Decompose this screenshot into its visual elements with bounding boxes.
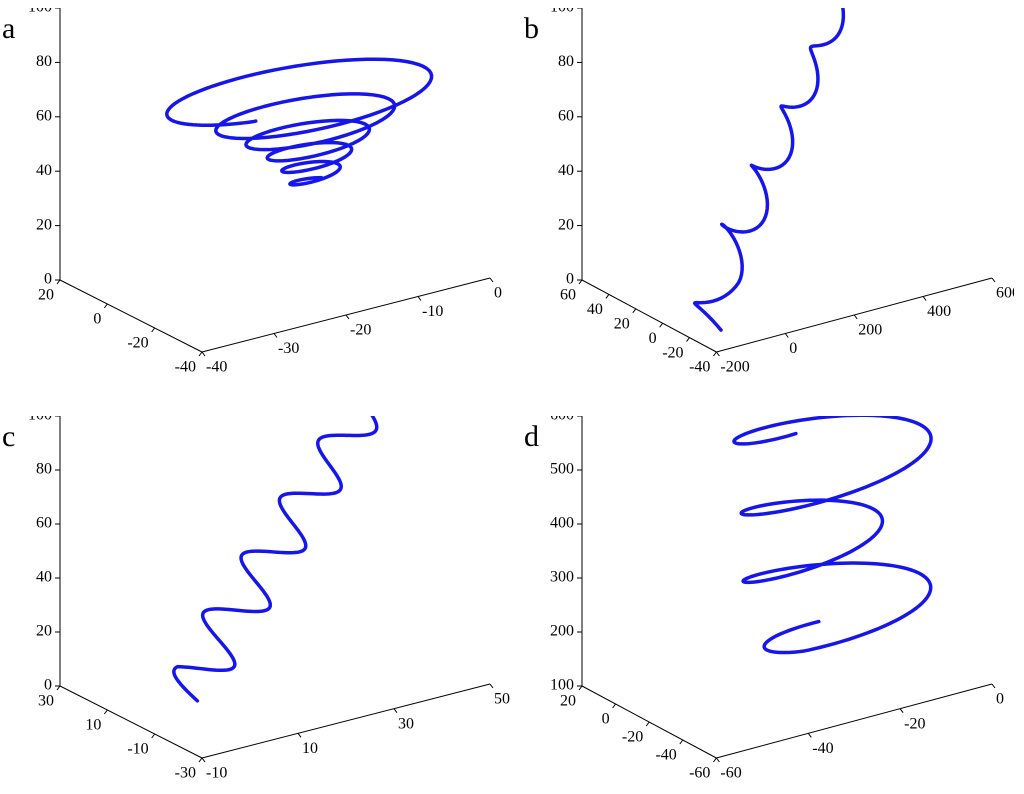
svg-text:200: 200 xyxy=(858,322,882,339)
svg-text:0: 0 xyxy=(93,311,101,328)
svg-text:40: 40 xyxy=(36,162,52,179)
svg-text:0: 0 xyxy=(996,691,1004,708)
svg-text:20: 20 xyxy=(36,216,52,233)
svg-text:100: 100 xyxy=(550,677,574,694)
svg-text:20: 20 xyxy=(614,315,630,332)
svg-text:-40: -40 xyxy=(655,747,676,764)
svg-text:80: 80 xyxy=(558,53,574,70)
svg-text:0: 0 xyxy=(44,271,52,288)
svg-text:400: 400 xyxy=(927,303,951,320)
svg-text:0: 0 xyxy=(44,677,52,694)
svg-text:60: 60 xyxy=(558,107,574,124)
svg-text:-40: -40 xyxy=(206,359,227,376)
svg-text:60: 60 xyxy=(560,287,576,304)
svg-text:-20: -20 xyxy=(350,322,371,339)
svg-text:500: 500 xyxy=(550,461,574,478)
svg-text:-200: -200 xyxy=(720,359,749,376)
svg-text:40: 40 xyxy=(587,301,603,318)
svg-text:-60: -60 xyxy=(689,765,710,782)
svg-text:80: 80 xyxy=(36,53,52,70)
svg-text:-20: -20 xyxy=(662,344,683,361)
svg-text:-20: -20 xyxy=(622,729,643,746)
svg-text:40: 40 xyxy=(36,569,52,586)
svg-text:30: 30 xyxy=(38,693,54,710)
svg-text:-10: -10 xyxy=(127,741,148,758)
panel-a: 020406080100-40-20020-40-30-20-100 xyxy=(12,8,512,388)
svg-text:20: 20 xyxy=(36,623,52,640)
svg-text:600: 600 xyxy=(996,285,1014,302)
svg-text:-30: -30 xyxy=(175,765,196,782)
svg-text:0: 0 xyxy=(602,711,610,728)
svg-text:0: 0 xyxy=(494,285,502,302)
panel-b: 020406080100-40-200204060-2000200400600 xyxy=(534,8,1014,388)
svg-text:40: 40 xyxy=(558,162,574,179)
figure-root: a b c d 020406080100-40-20020-40-30-20-1… xyxy=(0,0,1024,794)
svg-text:-60: -60 xyxy=(720,765,741,782)
svg-text:400: 400 xyxy=(550,515,574,532)
svg-text:80: 80 xyxy=(36,461,52,478)
svg-text:600: 600 xyxy=(550,416,574,424)
svg-text:200: 200 xyxy=(550,623,574,640)
svg-text:-40: -40 xyxy=(812,740,833,757)
svg-text:-30: -30 xyxy=(278,340,299,357)
svg-text:0: 0 xyxy=(566,271,574,288)
svg-text:0: 0 xyxy=(789,340,797,357)
svg-text:20: 20 xyxy=(560,693,576,710)
svg-text:60: 60 xyxy=(36,515,52,532)
svg-text:30: 30 xyxy=(398,715,414,732)
svg-text:50: 50 xyxy=(494,691,510,708)
svg-text:10: 10 xyxy=(302,740,318,757)
svg-text:-20: -20 xyxy=(127,335,148,352)
svg-text:-40: -40 xyxy=(175,359,196,376)
svg-text:-10: -10 xyxy=(206,765,227,782)
svg-text:100: 100 xyxy=(28,416,52,424)
svg-text:60: 60 xyxy=(36,107,52,124)
svg-text:0: 0 xyxy=(649,330,657,347)
svg-text:10: 10 xyxy=(85,717,101,734)
panel-c: 0 20 40 60 80 100 -30 -10 10 30 -10 10 30 50 xyxy=(12,416,512,794)
svg-text:100: 100 xyxy=(550,8,574,16)
svg-text:-10: -10 xyxy=(422,303,443,320)
svg-text:300: 300 xyxy=(550,569,574,586)
svg-text:-20: -20 xyxy=(904,715,925,732)
panel-d: 100 200 300 400 500 600 -60 -40 -20 0 20 -60 -40 -20 0 xyxy=(534,416,1014,794)
svg-text:100: 100 xyxy=(28,8,52,16)
svg-text:-40: -40 xyxy=(689,359,710,376)
svg-text:20: 20 xyxy=(38,287,54,304)
svg-text:20: 20 xyxy=(558,216,574,233)
